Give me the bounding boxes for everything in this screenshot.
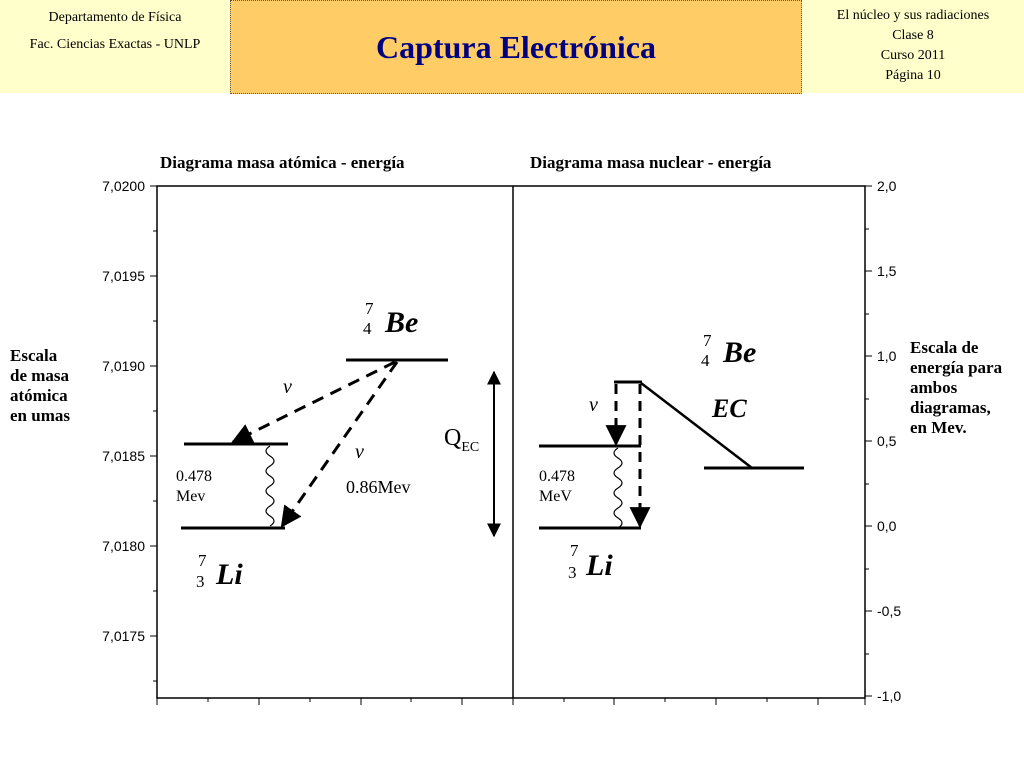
be-atomic-number: 4 xyxy=(363,319,372,338)
right-axis-label: Escala de energía para ambos diagramas, … xyxy=(910,338,1003,437)
energy-086-label: 0.86Mev xyxy=(346,477,411,497)
neutrino-label: v xyxy=(283,376,292,398)
be-mass-number: 7 xyxy=(365,299,374,318)
energy-label-left-value: 0.478 xyxy=(176,468,212,485)
header-title-box: Captura Electrónica xyxy=(230,0,802,94)
li-symbol-right: Li xyxy=(585,549,613,582)
right-tick-label: -0,5 xyxy=(877,603,901,619)
class-number: Clase 8 xyxy=(892,28,934,43)
right-tick-label: 1,5 xyxy=(877,263,897,279)
header-right: El núcleo y sus radiaciones Clase 8 Curs… xyxy=(802,0,1024,93)
header-left: Departamento de Física Fac. Ciencias Exa… xyxy=(0,0,230,93)
plot-frame xyxy=(156,185,866,699)
be-mass-number-right: 7 xyxy=(703,331,712,350)
right-tick-label: -1,0 xyxy=(877,688,901,704)
page-title: Captura Electrónica xyxy=(376,29,656,65)
left-axis: 7,0200 7,0195 7,0190 7,0185 7,0180 7,017… xyxy=(102,178,157,682)
page-number: Página 10 xyxy=(885,68,941,83)
department-label: Departamento de Física xyxy=(48,10,182,25)
bottom-ticks xyxy=(156,698,866,705)
right-tick-label: 0,0 xyxy=(877,518,897,534)
faculty-label: Fac. Ciencias Exactas - UNLP xyxy=(29,37,201,52)
neutrino-label: v xyxy=(355,441,364,463)
left-axis-label: Escala de masa atómica en umas xyxy=(10,346,70,425)
right-tick-label: 2,0 xyxy=(877,178,897,194)
right-tick-label: 1,0 xyxy=(877,348,897,364)
li-mass-number-right: 7 xyxy=(570,541,579,560)
left-tick-label: 7,0180 xyxy=(102,538,145,554)
q-ec-label: QEC xyxy=(444,425,479,455)
left-tick-label: 7,0190 xyxy=(102,358,145,374)
course-year: Curso 2011 xyxy=(880,48,946,63)
left-tick-label: 7,0195 xyxy=(102,268,145,284)
right-panel-title: Diagrama masa nuclear - energía xyxy=(530,153,772,172)
ec-label: EC xyxy=(711,394,747,423)
gamma-wave-left xyxy=(265,445,275,527)
right-axis: 2,0 1,5 1,0 0,5 0,0 -0,5 -1,0 xyxy=(865,178,901,704)
energy-label-right-value: 0.478 xyxy=(539,468,575,485)
left-panel-title: Diagrama masa atómica - energía xyxy=(160,153,405,172)
gamma-wave-right xyxy=(613,447,623,529)
left-tick-label: 7,0185 xyxy=(102,448,145,464)
ec-slope xyxy=(640,382,753,469)
left-tick-label: 7,0175 xyxy=(102,628,145,644)
be-atomic-number-right: 4 xyxy=(701,351,710,370)
li-atomic-number: 3 xyxy=(196,572,205,591)
neutrino-label-right: v xyxy=(589,394,598,416)
be-symbol-left: Be xyxy=(384,306,418,339)
energy-label-right-unit: MeV xyxy=(539,488,572,505)
li-mass-number: 7 xyxy=(198,551,207,570)
li-atomic-number-right: 3 xyxy=(568,563,577,582)
right-tick-label: 0,5 xyxy=(877,433,897,449)
decay-to-excited-arrow xyxy=(231,360,396,444)
decay-to-ground-arrow xyxy=(280,361,399,528)
be-symbol-right: Be xyxy=(722,336,756,369)
left-tick-label: 7,0200 xyxy=(102,178,145,194)
course-topic: El núcleo y sus radiaciones xyxy=(836,8,990,23)
li-symbol-left: Li xyxy=(215,558,243,591)
energy-label-left-unit: Mev xyxy=(176,488,205,505)
